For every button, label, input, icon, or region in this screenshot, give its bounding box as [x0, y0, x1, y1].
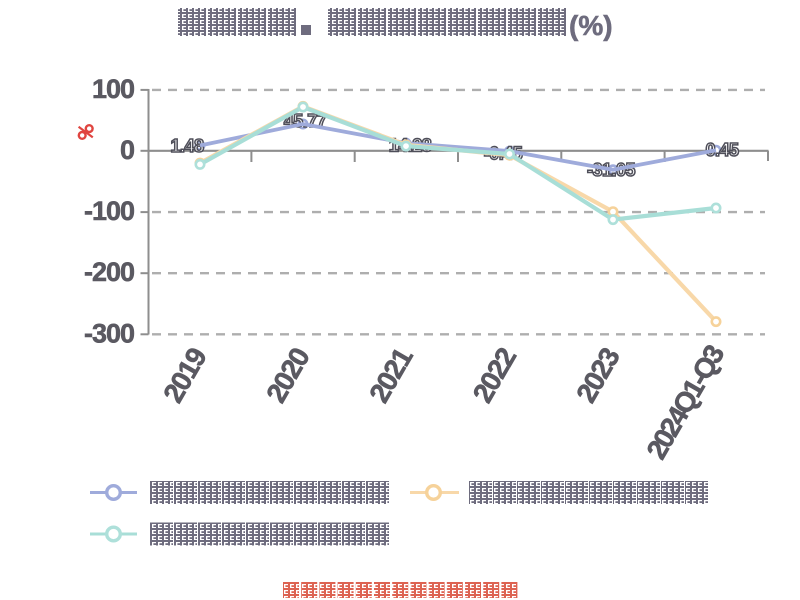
svg-text:2023: 2023: [570, 343, 625, 408]
svg-text:2021: 2021: [363, 343, 418, 408]
svg-text:0: 0: [120, 135, 134, 165]
svg-text:1.48: 1.48: [170, 136, 204, 156]
svg-text:2020: 2020: [260, 343, 315, 408]
svg-text:-100: -100: [84, 196, 134, 226]
svg-text:(%): (%): [569, 10, 613, 41]
svg-text:2019: 2019: [157, 343, 212, 408]
svg-text:-200: -200: [84, 257, 134, 287]
svg-text:-300: -300: [84, 318, 134, 348]
svg-text:100: 100: [92, 74, 134, 104]
svg-text:0.45: 0.45: [705, 140, 739, 160]
svg-text:2022: 2022: [467, 343, 522, 408]
svg-text:2024Q1-Q3: 2024Q1-Q3: [640, 340, 730, 464]
